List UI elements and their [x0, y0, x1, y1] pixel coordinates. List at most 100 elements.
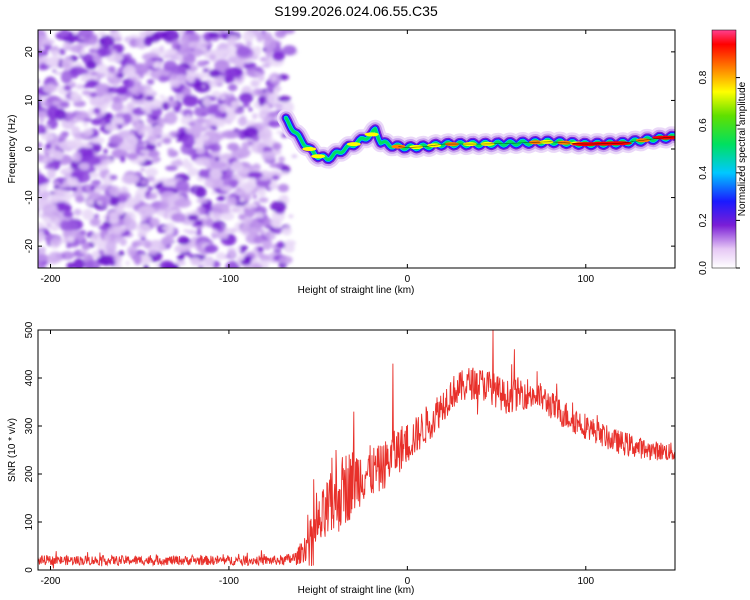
noise-blob — [195, 147, 205, 155]
noise-blob — [46, 240, 50, 245]
noise-blob — [269, 162, 282, 168]
noise-blob — [116, 73, 125, 78]
noise-blob — [150, 134, 158, 141]
noise-blob — [62, 41, 72, 51]
noise-blob — [38, 43, 41, 50]
noise-blob — [237, 116, 248, 127]
snr-series-line — [38, 330, 675, 569]
noise-blob — [165, 233, 175, 240]
y-tick-label: 100 — [24, 513, 35, 530]
colorbar-gradient — [711, 29, 737, 269]
noise-blob — [149, 217, 160, 228]
noise-blob — [259, 127, 273, 142]
noise-blob — [147, 192, 158, 200]
snr-plot-area — [38, 330, 675, 570]
noise-blob — [134, 239, 144, 247]
noise-blob — [54, 71, 62, 75]
x-tick-label: 0 — [405, 576, 411, 587]
noise-blob — [209, 143, 222, 153]
noise-blob — [272, 51, 285, 62]
noise-blob — [234, 58, 245, 68]
noise-blob — [38, 168, 41, 174]
noise-blob — [52, 151, 64, 157]
noise-blob — [220, 33, 229, 39]
spectrogram-y-label: Frequency (Hz) — [7, 115, 18, 184]
noise-blob — [103, 260, 109, 265]
noise-blob — [122, 64, 136, 79]
ridge-hotspot — [302, 147, 317, 151]
noise-blob — [38, 211, 41, 218]
noise-blob — [58, 184, 66, 188]
noise-blob — [187, 52, 194, 57]
noise-blob — [147, 150, 160, 158]
noise-blob — [79, 249, 88, 254]
noise-blob — [182, 108, 194, 118]
noise-blob — [252, 194, 258, 200]
noise-blob — [238, 92, 254, 104]
noise-blob — [156, 142, 162, 147]
noise-blob — [77, 96, 83, 100]
noise-blob — [192, 223, 198, 227]
noise-blob — [215, 156, 220, 162]
noise-blob — [123, 215, 131, 224]
noise-blob — [141, 105, 152, 112]
noise-blob — [89, 96, 106, 107]
noise-blob — [236, 45, 252, 57]
noise-blob — [258, 73, 265, 82]
noise-blob — [31, 170, 36, 176]
noise-blob — [240, 222, 252, 236]
noise-blob — [242, 217, 253, 225]
noise-blob — [118, 187, 130, 193]
noise-blob — [138, 93, 144, 98]
noise-blob — [85, 60, 97, 70]
noise-blob — [142, 239, 152, 249]
noise-blob — [284, 239, 296, 247]
noise-blob — [66, 262, 76, 268]
noise-blob — [252, 88, 264, 97]
noise-blob — [96, 112, 105, 118]
noise-blob — [66, 140, 76, 148]
noise-blob — [43, 83, 58, 94]
noise-blob — [59, 220, 70, 232]
ridge-hotspot — [346, 142, 361, 147]
noise-blob — [45, 143, 52, 150]
noise-blob — [209, 53, 217, 61]
noise-blob — [201, 257, 214, 268]
x-tick-label: -100 — [219, 576, 239, 587]
noise-blob — [115, 85, 129, 96]
noise-blob — [80, 48, 86, 57]
noise-blob — [39, 190, 44, 194]
noise-blob — [121, 173, 140, 185]
noise-blob — [250, 79, 261, 88]
noise-blob — [82, 208, 94, 220]
noise-blob — [99, 73, 106, 78]
y-tick-label: 300 — [24, 417, 35, 434]
noise-blob — [280, 171, 289, 176]
noise-blob — [272, 142, 282, 151]
noise-blob — [146, 175, 155, 182]
noise-blob — [116, 194, 128, 203]
noise-blob — [44, 232, 51, 236]
noise-blob — [98, 31, 107, 37]
noise-blob — [266, 82, 275, 91]
noise-blob — [228, 250, 236, 259]
x-tick-label: 100 — [577, 576, 594, 587]
noise-blob — [99, 184, 109, 191]
noise-blob — [175, 54, 184, 59]
colorbar-tick-label: 0.6 — [698, 118, 709, 132]
noise-blob — [38, 94, 42, 101]
snr-x-label: Height of straight line (km) — [298, 585, 415, 596]
noise-blob — [101, 159, 110, 165]
noise-blob — [145, 142, 156, 151]
noise-blob — [254, 212, 264, 219]
noise-blob — [193, 106, 211, 117]
noise-blob — [188, 32, 201, 44]
noise-blob — [73, 258, 85, 268]
noise-blob — [123, 199, 136, 209]
noise-blob — [63, 84, 72, 91]
noise-blob — [72, 151, 82, 163]
noise-blob — [48, 251, 63, 263]
noise-blob — [248, 226, 260, 235]
noise-blob — [79, 230, 87, 235]
